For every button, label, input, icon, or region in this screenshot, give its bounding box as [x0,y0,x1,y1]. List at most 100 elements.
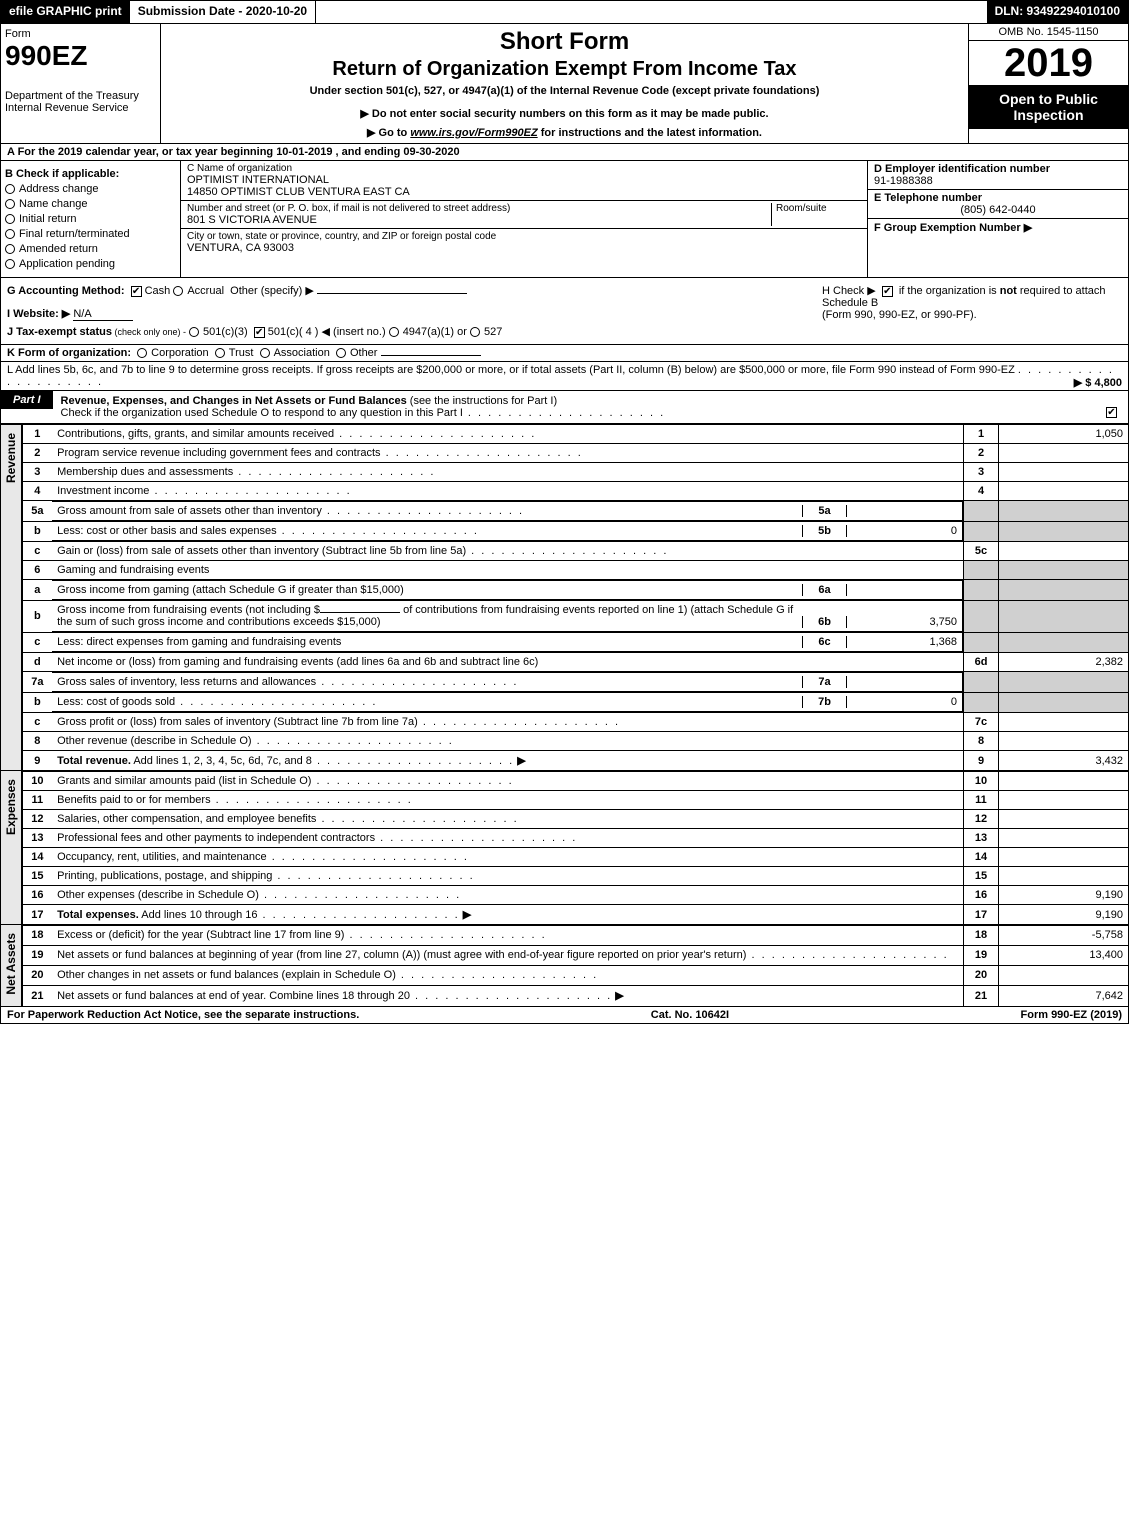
line-5b: bLess: cost or other basis and sales exp… [22,521,1128,542]
line-5c: cGain or (loss) from sale of assets othe… [22,542,1128,561]
footer-right: Form 990-EZ (2019) [1021,1009,1123,1021]
cb-name-change[interactable]: Name change [5,198,176,210]
go-to-line: ▶ Go to www.irs.gov/Form990EZ for instru… [165,126,964,139]
cb-corp[interactable] [137,348,147,358]
col-def: D Employer identification number 91-1988… [868,161,1128,277]
cb-cash[interactable] [131,286,142,297]
footer-center: Cat. No. 10642I [651,1009,729,1021]
netassets-table: 18Excess or (deficit) for the year (Subt… [22,925,1129,1007]
line-7a: 7aGross sales of inventory, less returns… [22,672,1128,693]
part1-label: Part I [1,391,53,409]
return-title: Return of Organization Exempt From Incom… [165,58,964,81]
row-a-tax-year: A For the 2019 calendar year, or tax yea… [0,144,1129,161]
phone-value: (805) 642-0440 [874,204,1122,216]
row-i: I Website: ▶ N/A [7,307,822,321]
tax-year: 2019 [969,41,1128,85]
cb-h[interactable] [882,286,893,297]
g-prefix: G Accounting Method: [7,285,125,297]
section-bcdef: B Check if applicable: Address change Na… [0,161,1129,278]
cb-accrual[interactable] [173,286,183,296]
go-to-link[interactable]: www.irs.gov/Form990EZ [410,127,537,139]
col-c-org-info: C Name of organization OPTIMIST INTERNAT… [181,161,868,277]
line-18: 18Excess or (deficit) for the year (Subt… [22,926,1128,946]
line-6c: cLess: direct expenses from gaming and f… [22,632,1128,653]
efile-label[interactable]: efile GRAPHIC print [1,1,130,23]
line-10: 10Grants and similar amounts paid (list … [22,772,1128,791]
do-not-enter: ▶ Do not enter social security numbers o… [165,107,964,120]
org-name-label: C Name of organization [187,163,861,174]
h-not: not [1000,285,1017,297]
group-exemption-label: F Group Exemption Number ▶ [874,221,1122,234]
website-value: N/A [73,308,133,321]
j-prefix: J Tax-exempt status [7,326,112,338]
line-1: 1Contributions, gifts, grants, and simil… [22,425,1128,444]
footer-left: For Paperwork Reduction Act Notice, see … [7,1009,359,1021]
cb-527[interactable] [470,327,480,337]
cb-address-change[interactable]: Address change [5,183,176,195]
side-label-netassets: Net Assets [0,925,22,1007]
cb-schedule-o[interactable] [1106,407,1117,418]
line-19: 19Net assets or fund balances at beginni… [22,945,1128,965]
line-15: 15Printing, publications, postage, and s… [22,867,1128,886]
cb-assoc[interactable] [260,348,270,358]
line-9: 9Total revenue. Add lines 1, 2, 3, 4, 5c… [22,751,1128,771]
line-20: 20Other changes in net assets or fund ba… [22,965,1128,985]
ein-row: D Employer identification number 91-1988… [868,161,1128,190]
street-label: Number and street (or P. O. box, if mail… [187,203,771,214]
line-4: 4Investment income4 [22,482,1128,501]
side-label-revenue: Revenue [0,424,22,771]
line-16: 16Other expenses (describe in Schedule O… [22,886,1128,905]
form-header: Form 990EZ Department of the Treasury In… [0,24,1129,144]
form-word: Form [5,28,156,40]
org-name-2: 14850 OPTIMIST CLUB VENTURA EAST CA [187,186,861,198]
h-text1: H Check ▶ [822,285,876,297]
line-12: 12Salaries, other compensation, and empl… [22,810,1128,829]
cb-final-return[interactable]: Final return/terminated [5,228,176,240]
phone-label: E Telephone number [874,192,1122,204]
phone-row: E Telephone number (805) 642-0440 [868,190,1128,219]
row-gh: G Accounting Method: Cash Accrual Other … [0,278,1129,345]
dln: DLN: 93492294010100 [987,1,1128,23]
short-form-title: Short Form [165,28,964,56]
city-value: VENTURA, CA 93003 [187,242,861,254]
omb-number: OMB No. 1545-1150 [969,24,1128,41]
street-row: Number and street (or P. O. box, if mail… [181,201,867,229]
under-section: Under section 501(c), 527, or 4947(a)(1)… [165,85,964,97]
group-exemption-row: F Group Exemption Number ▶ [868,219,1128,236]
header-center: Short Form Return of Organization Exempt… [161,24,968,143]
row-l: L Add lines 5b, 6c, and 7b to line 9 to … [0,362,1129,391]
part1-header-row: Part I Revenue, Expenses, and Changes in… [0,391,1129,424]
city-label: City or town, state or province, country… [187,231,861,242]
line-13: 13Professional fees and other payments t… [22,829,1128,848]
submission-date: Submission Date - 2020-10-20 [130,1,316,23]
cb-trust[interactable] [215,348,225,358]
row-g: G Accounting Method: Cash Accrual Other … [7,284,822,338]
header-right: OMB No. 1545-1150 2019 Open to Public In… [968,24,1128,143]
line-17: 17Total expenses. Add lines 10 through 1… [22,905,1128,925]
cb-501c[interactable] [254,327,265,338]
cb-501c3[interactable] [189,327,199,337]
street-value: 801 S VICTORIA AVENUE [187,214,771,226]
open-to-public: Open to Public Inspection [969,85,1128,129]
i-prefix: I Website: ▶ [7,308,70,320]
irs-label: Internal Revenue Service [5,102,156,114]
top-bar: efile GRAPHIC print Submission Date - 20… [0,0,1129,24]
line-6: 6Gaming and fundraising events [22,561,1128,580]
go-to-suffix: for instructions and the latest informat… [538,127,762,139]
cb-application-pending[interactable]: Application pending [5,258,176,270]
form-number: 990EZ [5,40,156,72]
side-label-expenses: Expenses [0,771,22,925]
row-j: J Tax-exempt status (check only one) - 5… [7,325,822,338]
cb-other-org[interactable] [336,348,346,358]
part1-hint: (see the instructions for Part I) [407,395,557,407]
cb-amended-return[interactable]: Amended return [5,243,176,255]
cb-4947[interactable] [389,327,399,337]
part1-title-text: Revenue, Expenses, and Changes in Net As… [53,391,1128,423]
row-h: H Check ▶ if the organization is not req… [822,284,1122,338]
part1-table-wrapper: Revenue 1Contributions, gifts, grants, a… [0,424,1129,1007]
line-6b: bGross income from fundraising events (n… [22,600,1128,632]
footer: For Paperwork Reduction Act Notice, see … [0,1007,1129,1024]
line-5a: 5aGross amount from sale of assets other… [22,501,1128,522]
cb-initial-return[interactable]: Initial return [5,213,176,225]
line-3: 3Membership dues and assessments3 [22,463,1128,482]
